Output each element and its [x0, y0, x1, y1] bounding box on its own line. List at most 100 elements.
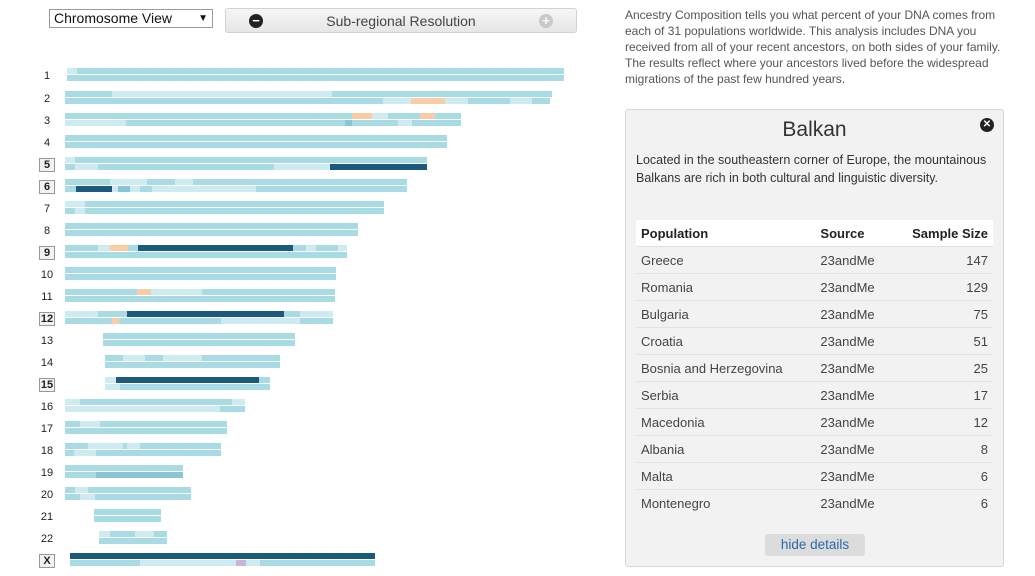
- ancestry-segment[interactable]: [126, 120, 345, 126]
- ancestry-segment[interactable]: [110, 245, 128, 251]
- chromosome-strand[interactable]: [65, 113, 461, 119]
- ancestry-segment[interactable]: [445, 98, 468, 104]
- chromosome-strand[interactable]: [65, 230, 358, 236]
- ancestry-segment[interactable]: [105, 377, 116, 383]
- ancestry-segment[interactable]: [65, 91, 112, 97]
- ancestry-segment[interactable]: [85, 201, 384, 207]
- ancestry-segment[interactable]: [435, 113, 461, 119]
- ancestry-segment[interactable]: [138, 245, 293, 251]
- ancestry-segment[interactable]: [140, 443, 221, 449]
- ancestry-segment[interactable]: [65, 450, 74, 456]
- ancestry-segment[interactable]: [65, 142, 447, 148]
- ancestry-segment[interactable]: [193, 179, 407, 185]
- ancestry-segment[interactable]: [65, 120, 126, 126]
- chromosome-strand[interactable]: [65, 465, 183, 471]
- chromosome-strand[interactable]: [70, 553, 375, 559]
- zoom-out-icon[interactable]: −: [249, 14, 263, 28]
- ancestry-segment[interactable]: [532, 98, 550, 104]
- ancestry-segment[interactable]: [65, 230, 358, 236]
- ancestry-segment[interactable]: [98, 311, 127, 317]
- ancestry-segment[interactable]: [75, 157, 427, 163]
- ancestry-segment[interactable]: [65, 406, 220, 412]
- chromosome-strand[interactable]: [105, 377, 270, 383]
- chromosome-strand[interactable]: [94, 509, 161, 515]
- ancestry-segment[interactable]: [202, 289, 335, 295]
- ancestry-segment[interactable]: [96, 472, 183, 478]
- hide-details-button[interactable]: hide details: [765, 534, 865, 556]
- chromosome-strand[interactable]: [99, 531, 167, 537]
- ancestry-segment[interactable]: [147, 179, 175, 185]
- ancestry-segment[interactable]: [412, 120, 461, 126]
- chromosome-strand[interactable]: [65, 223, 358, 229]
- ancestry-segment[interactable]: [65, 201, 85, 207]
- ancestry-segment[interactable]: [65, 223, 358, 229]
- ancestry-segment[interactable]: [119, 318, 221, 324]
- chromosome-strand[interactable]: [65, 494, 191, 500]
- ancestry-segment[interactable]: [420, 113, 435, 119]
- chromosome-strand[interactable]: [65, 142, 447, 148]
- ancestry-segment[interactable]: [65, 421, 80, 427]
- ancestry-segment[interactable]: [76, 186, 112, 192]
- ancestry-segment[interactable]: [260, 560, 375, 566]
- ancestry-segment[interactable]: [300, 311, 333, 317]
- ancestry-segment[interactable]: [105, 362, 280, 368]
- ancestry-segment[interactable]: [128, 245, 138, 251]
- ancestry-segment[interactable]: [65, 296, 335, 302]
- ancestry-segment[interactable]: [112, 318, 119, 324]
- ancestry-segment[interactable]: [256, 186, 407, 192]
- zoom-in-icon[interactable]: +: [539, 14, 553, 28]
- ancestry-segment[interactable]: [411, 98, 445, 104]
- chromosome-strand[interactable]: [65, 421, 227, 427]
- chromosome-label[interactable]: 12: [39, 312, 55, 326]
- ancestry-segment[interactable]: [70, 553, 375, 559]
- ancestry-segment[interactable]: [65, 399, 80, 405]
- ancestry-segment[interactable]: [116, 377, 259, 383]
- ancestry-segment[interactable]: [221, 318, 300, 324]
- ancestry-segment[interactable]: [75, 208, 85, 214]
- ancestry-segment[interactable]: [105, 355, 123, 361]
- ancestry-segment[interactable]: [75, 487, 88, 493]
- ancestry-segment[interactable]: [80, 399, 232, 405]
- ancestry-segment[interactable]: [330, 164, 427, 170]
- chromosome-strand[interactable]: [65, 201, 384, 207]
- ancestry-segment[interactable]: [284, 311, 300, 317]
- ancestry-segment[interactable]: [85, 208, 384, 214]
- chromosome-label[interactable]: 6: [39, 180, 55, 194]
- ancestry-segment[interactable]: [65, 179, 110, 185]
- ancestry-segment[interactable]: [94, 509, 161, 515]
- chromosome-strand[interactable]: [65, 252, 347, 258]
- ancestry-segment[interactable]: [65, 465, 183, 471]
- ancestry-segment[interactable]: [352, 113, 372, 119]
- ancestry-segment[interactable]: [140, 186, 152, 192]
- ancestry-segment[interactable]: [135, 531, 154, 537]
- chromosome-strand[interactable]: [65, 157, 427, 163]
- ancestry-segment[interactable]: [202, 355, 280, 361]
- ancestry-segment[interactable]: [332, 91, 552, 97]
- ancestry-segment[interactable]: [65, 267, 336, 273]
- chromosome-strand[interactable]: [65, 443, 221, 449]
- ancestry-segment[interactable]: [65, 472, 96, 478]
- ancestry-segment[interactable]: [345, 120, 352, 126]
- ancestry-segment[interactable]: [103, 340, 295, 346]
- ancestry-segment[interactable]: [103, 333, 295, 339]
- ancestry-segment[interactable]: [372, 113, 388, 119]
- ancestry-segment[interactable]: [383, 98, 411, 104]
- chromosome-strand[interactable]: [65, 267, 336, 273]
- ancestry-segment[interactable]: [100, 421, 227, 427]
- chromosome-strand[interactable]: [65, 208, 384, 214]
- ancestry-segment[interactable]: [175, 179, 193, 185]
- ancestry-segment[interactable]: [112, 91, 332, 97]
- chromosome-strand[interactable]: [65, 98, 550, 104]
- ancestry-segment[interactable]: [510, 98, 532, 104]
- chromosome-strand[interactable]: [67, 75, 564, 81]
- ancestry-segment[interactable]: [259, 377, 270, 383]
- ancestry-segment[interactable]: [98, 245, 110, 251]
- ancestry-segment[interactable]: [388, 113, 420, 119]
- ancestry-segment[interactable]: [74, 450, 96, 456]
- ancestry-segment[interactable]: [130, 186, 140, 192]
- ancestry-segment[interactable]: [99, 531, 110, 537]
- ancestry-segment[interactable]: [110, 531, 135, 537]
- chromosome-strand[interactable]: [103, 333, 295, 339]
- ancestry-segment[interactable]: [65, 252, 347, 258]
- chromosome-strand[interactable]: [65, 311, 333, 317]
